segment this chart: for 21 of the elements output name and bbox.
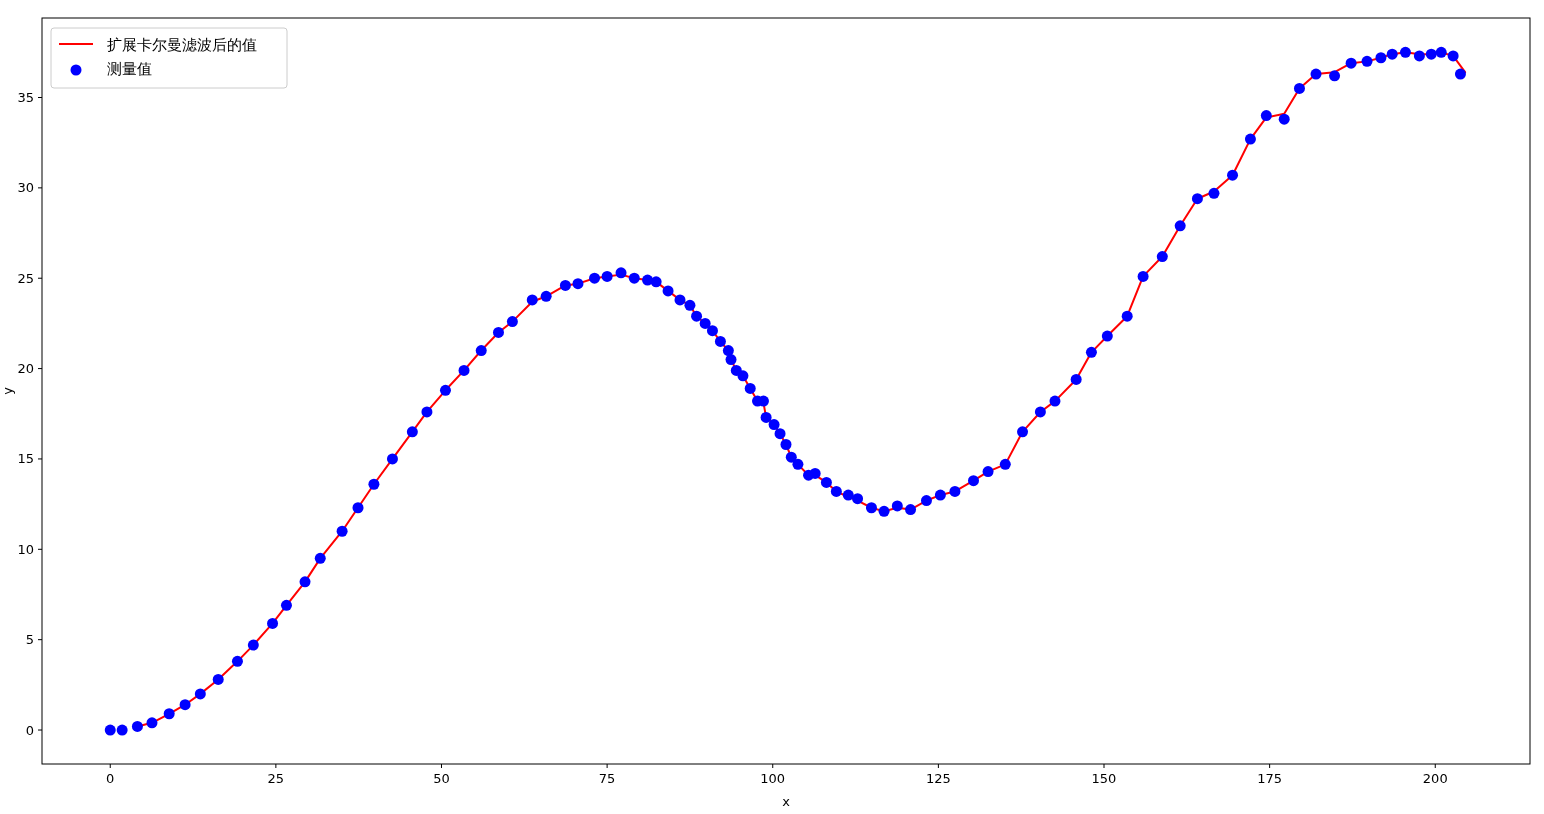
x-axis-title: x xyxy=(782,794,791,809)
x-tick-label: 200 xyxy=(1422,771,1448,786)
y-tick-label: 20 xyxy=(17,361,34,377)
legend-label: 扩展卡尔曼滤波后的值 xyxy=(107,36,257,54)
x-tick-label: 125 xyxy=(925,771,951,786)
y-tick-label: 10 xyxy=(17,541,34,557)
x-tick-label: 50 xyxy=(433,771,450,786)
y-tick-label: 5 xyxy=(25,632,34,648)
x-tick-label: 150 xyxy=(1091,771,1117,786)
y-tick-label: 30 xyxy=(17,180,34,196)
legend-label: 测量值 xyxy=(107,60,152,78)
x-tick-label: 0 xyxy=(106,771,115,786)
x-tick-label: 100 xyxy=(760,771,786,786)
y-tick-label: 35 xyxy=(17,90,34,106)
y-tick-label: 0 xyxy=(25,722,34,738)
y-tick-label: 25 xyxy=(17,270,34,286)
x-tick-label: 25 xyxy=(267,771,285,786)
x-tick-label: 75 xyxy=(598,771,616,786)
y-tick-label: 15 xyxy=(17,451,34,467)
y-axis-title: y xyxy=(0,386,15,395)
x-tick-label: 175 xyxy=(1257,771,1283,786)
